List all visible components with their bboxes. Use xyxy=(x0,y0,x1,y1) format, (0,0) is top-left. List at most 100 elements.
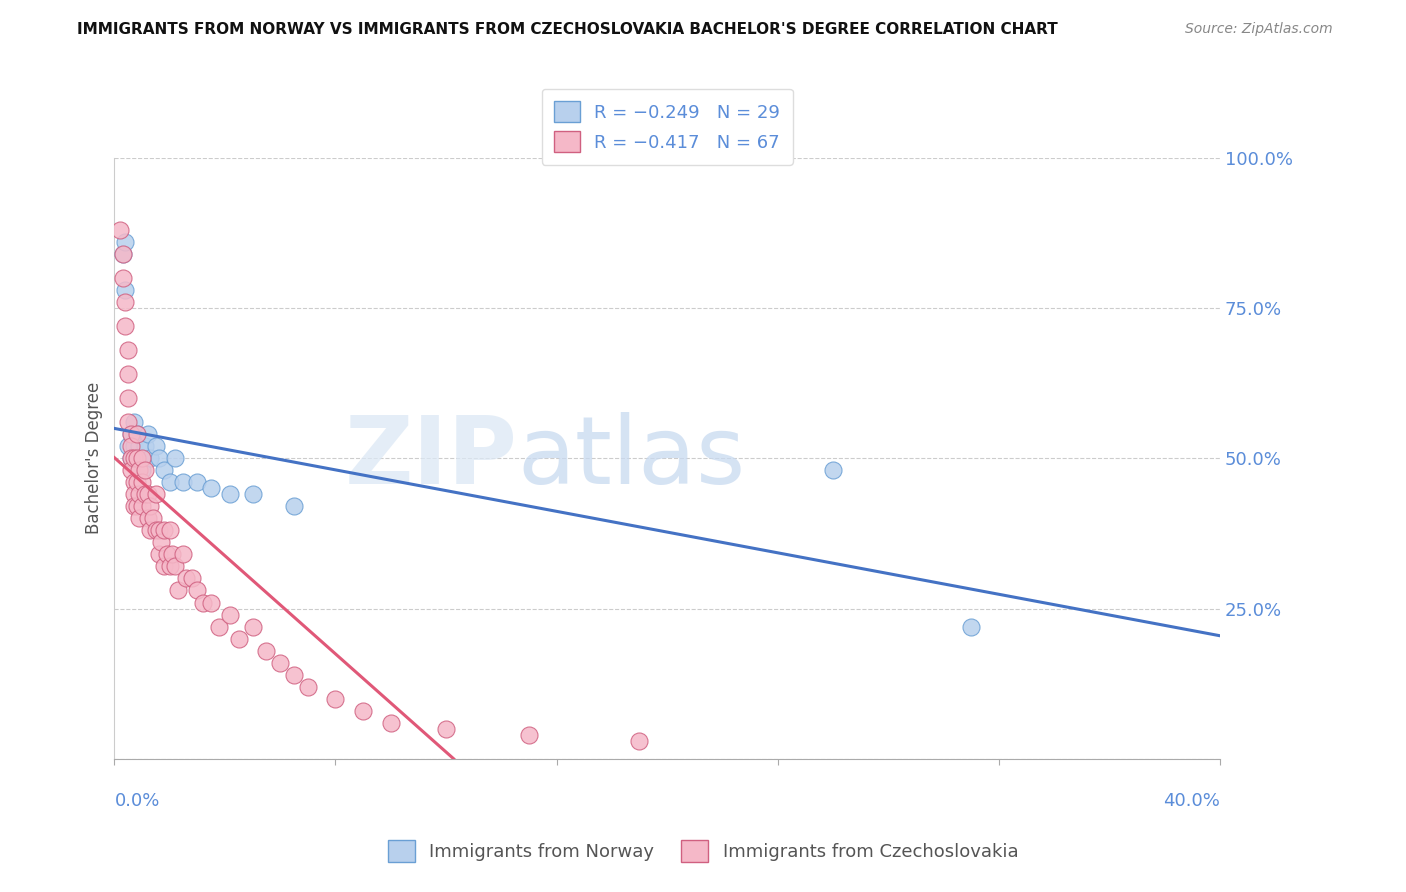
Point xyxy=(114,318,136,333)
Point xyxy=(200,595,222,609)
Text: 40.0%: 40.0% xyxy=(1163,792,1220,810)
Point xyxy=(142,511,165,525)
Point xyxy=(325,691,347,706)
Point xyxy=(122,487,145,501)
Point xyxy=(122,500,145,514)
Point xyxy=(131,475,153,490)
Point xyxy=(191,595,214,609)
Point xyxy=(131,451,153,466)
Point xyxy=(283,500,305,514)
Point xyxy=(180,571,202,585)
Point xyxy=(134,487,156,501)
Point xyxy=(131,451,153,466)
Point xyxy=(136,487,159,501)
Point xyxy=(174,571,197,585)
Point xyxy=(208,619,231,633)
Point xyxy=(219,487,242,501)
Point xyxy=(120,451,142,466)
Point xyxy=(125,427,148,442)
Point xyxy=(136,511,159,525)
Point xyxy=(145,439,167,453)
Point xyxy=(380,715,402,730)
Point xyxy=(122,475,145,490)
Point xyxy=(162,548,184,562)
Text: Source: ZipAtlas.com: Source: ZipAtlas.com xyxy=(1185,22,1333,37)
Point xyxy=(150,535,173,549)
Text: 0.0%: 0.0% xyxy=(114,792,160,810)
Point xyxy=(283,667,305,681)
Legend: Immigrants from Norway, Immigrants from Czechoslovakia: Immigrants from Norway, Immigrants from … xyxy=(381,833,1025,870)
Point xyxy=(114,295,136,310)
Point xyxy=(139,524,162,538)
Point xyxy=(148,524,170,538)
Point xyxy=(122,415,145,429)
Point xyxy=(242,487,264,501)
Point xyxy=(173,548,195,562)
Point xyxy=(628,733,651,747)
Point xyxy=(114,235,136,249)
Point xyxy=(134,463,156,477)
Point xyxy=(134,439,156,453)
Point xyxy=(186,475,208,490)
Point xyxy=(352,704,374,718)
Point xyxy=(125,451,148,466)
Point xyxy=(120,463,142,477)
Point xyxy=(297,680,319,694)
Point xyxy=(120,427,142,442)
Point xyxy=(128,439,150,453)
Text: IMMIGRANTS FROM NORWAY VS IMMIGRANTS FROM CZECHOSLOVAKIA BACHELOR'S DEGREE CORRE: IMMIGRANTS FROM NORWAY VS IMMIGRANTS FRO… xyxy=(77,22,1059,37)
Point xyxy=(228,632,250,646)
Point xyxy=(145,524,167,538)
Point xyxy=(186,583,208,598)
Point xyxy=(148,451,170,466)
Y-axis label: Bachelor's Degree: Bachelor's Degree xyxy=(86,382,103,534)
Point xyxy=(139,500,162,514)
Point xyxy=(173,475,195,490)
Point xyxy=(960,619,983,633)
Point xyxy=(159,559,181,574)
Point xyxy=(156,548,179,562)
Point xyxy=(128,463,150,477)
Point xyxy=(517,728,540,742)
Legend: R = −0.249   N = 29, R = −0.417   N = 67: R = −0.249 N = 29, R = −0.417 N = 67 xyxy=(541,88,793,165)
Point xyxy=(269,656,291,670)
Point xyxy=(120,427,142,442)
Point xyxy=(117,343,139,357)
Point xyxy=(122,439,145,453)
Point xyxy=(159,475,181,490)
Point xyxy=(434,722,457,736)
Point xyxy=(117,367,139,381)
Point xyxy=(821,463,844,477)
Text: atlas: atlas xyxy=(517,412,747,504)
Point xyxy=(120,451,142,466)
Point xyxy=(111,247,134,261)
Point xyxy=(165,451,187,466)
Point xyxy=(254,643,277,657)
Point xyxy=(242,619,264,633)
Point xyxy=(114,283,136,297)
Point xyxy=(117,415,139,429)
Point xyxy=(125,500,148,514)
Point xyxy=(153,524,176,538)
Point xyxy=(128,487,150,501)
Point xyxy=(125,427,148,442)
Point xyxy=(145,487,167,501)
Point xyxy=(136,427,159,442)
Point xyxy=(219,607,242,622)
Point xyxy=(111,271,134,285)
Point xyxy=(122,451,145,466)
Point xyxy=(131,463,153,477)
Point xyxy=(153,463,176,477)
Point xyxy=(165,559,187,574)
Point xyxy=(139,451,162,466)
Point xyxy=(148,548,170,562)
Point xyxy=(125,451,148,466)
Point xyxy=(117,439,139,453)
Point xyxy=(159,524,181,538)
Point xyxy=(153,559,176,574)
Point xyxy=(131,500,153,514)
Point xyxy=(111,247,134,261)
Text: ZIP: ZIP xyxy=(344,412,517,504)
Point xyxy=(125,475,148,490)
Point xyxy=(108,223,131,237)
